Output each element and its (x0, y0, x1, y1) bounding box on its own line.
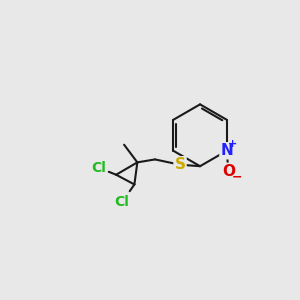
Text: Cl: Cl (114, 194, 129, 208)
Text: +: + (228, 139, 237, 149)
Text: N: N (220, 143, 233, 158)
Text: O: O (222, 164, 235, 179)
Text: S: S (175, 157, 185, 172)
Text: −: − (232, 170, 242, 183)
Text: Cl: Cl (91, 161, 106, 175)
